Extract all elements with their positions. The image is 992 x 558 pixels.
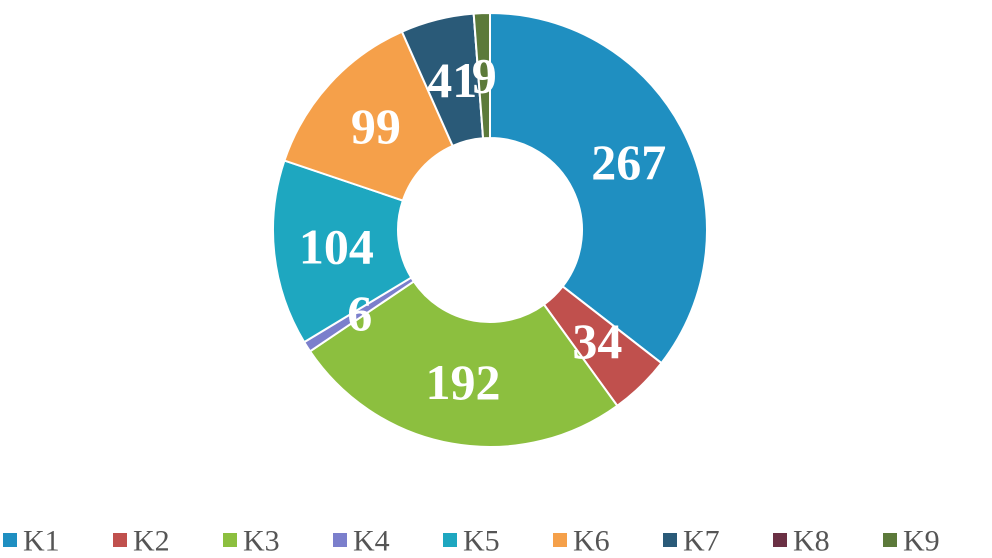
legend-label: K4: [353, 525, 390, 558]
value-label: 99: [351, 98, 401, 154]
value-label: 34: [572, 313, 622, 369]
legend-swatch: [223, 533, 237, 547]
legend-label: K5: [463, 525, 500, 558]
legend-label: K8: [793, 525, 830, 558]
value-label: 192: [426, 354, 501, 410]
legend-swatch: [333, 533, 347, 547]
legend-label: K3: [243, 525, 280, 558]
legend-swatch: [443, 533, 457, 547]
legend-swatch: [3, 533, 17, 547]
legend-swatch: [663, 533, 677, 547]
legend-label: K2: [133, 525, 170, 558]
legend-label: K9: [903, 525, 940, 558]
legend-swatch: [883, 533, 897, 547]
legend-swatch: [773, 533, 787, 547]
legend-label: K7: [683, 525, 720, 558]
legend-swatch: [553, 533, 567, 547]
slice: [472, 11, 491, 140]
slice: [283, 30, 454, 202]
legend-swatch: [113, 533, 127, 547]
slice: [272, 159, 413, 344]
slice: [489, 11, 708, 365]
value-label: 6: [347, 285, 372, 341]
legend-label: K1: [23, 525, 60, 558]
value-label: 267: [591, 134, 666, 190]
value-label: 104: [299, 219, 374, 275]
value-label: 9: [472, 48, 497, 104]
legend-label: K6: [573, 525, 610, 558]
slice: [308, 280, 619, 448]
value-label: 41: [427, 52, 477, 108]
